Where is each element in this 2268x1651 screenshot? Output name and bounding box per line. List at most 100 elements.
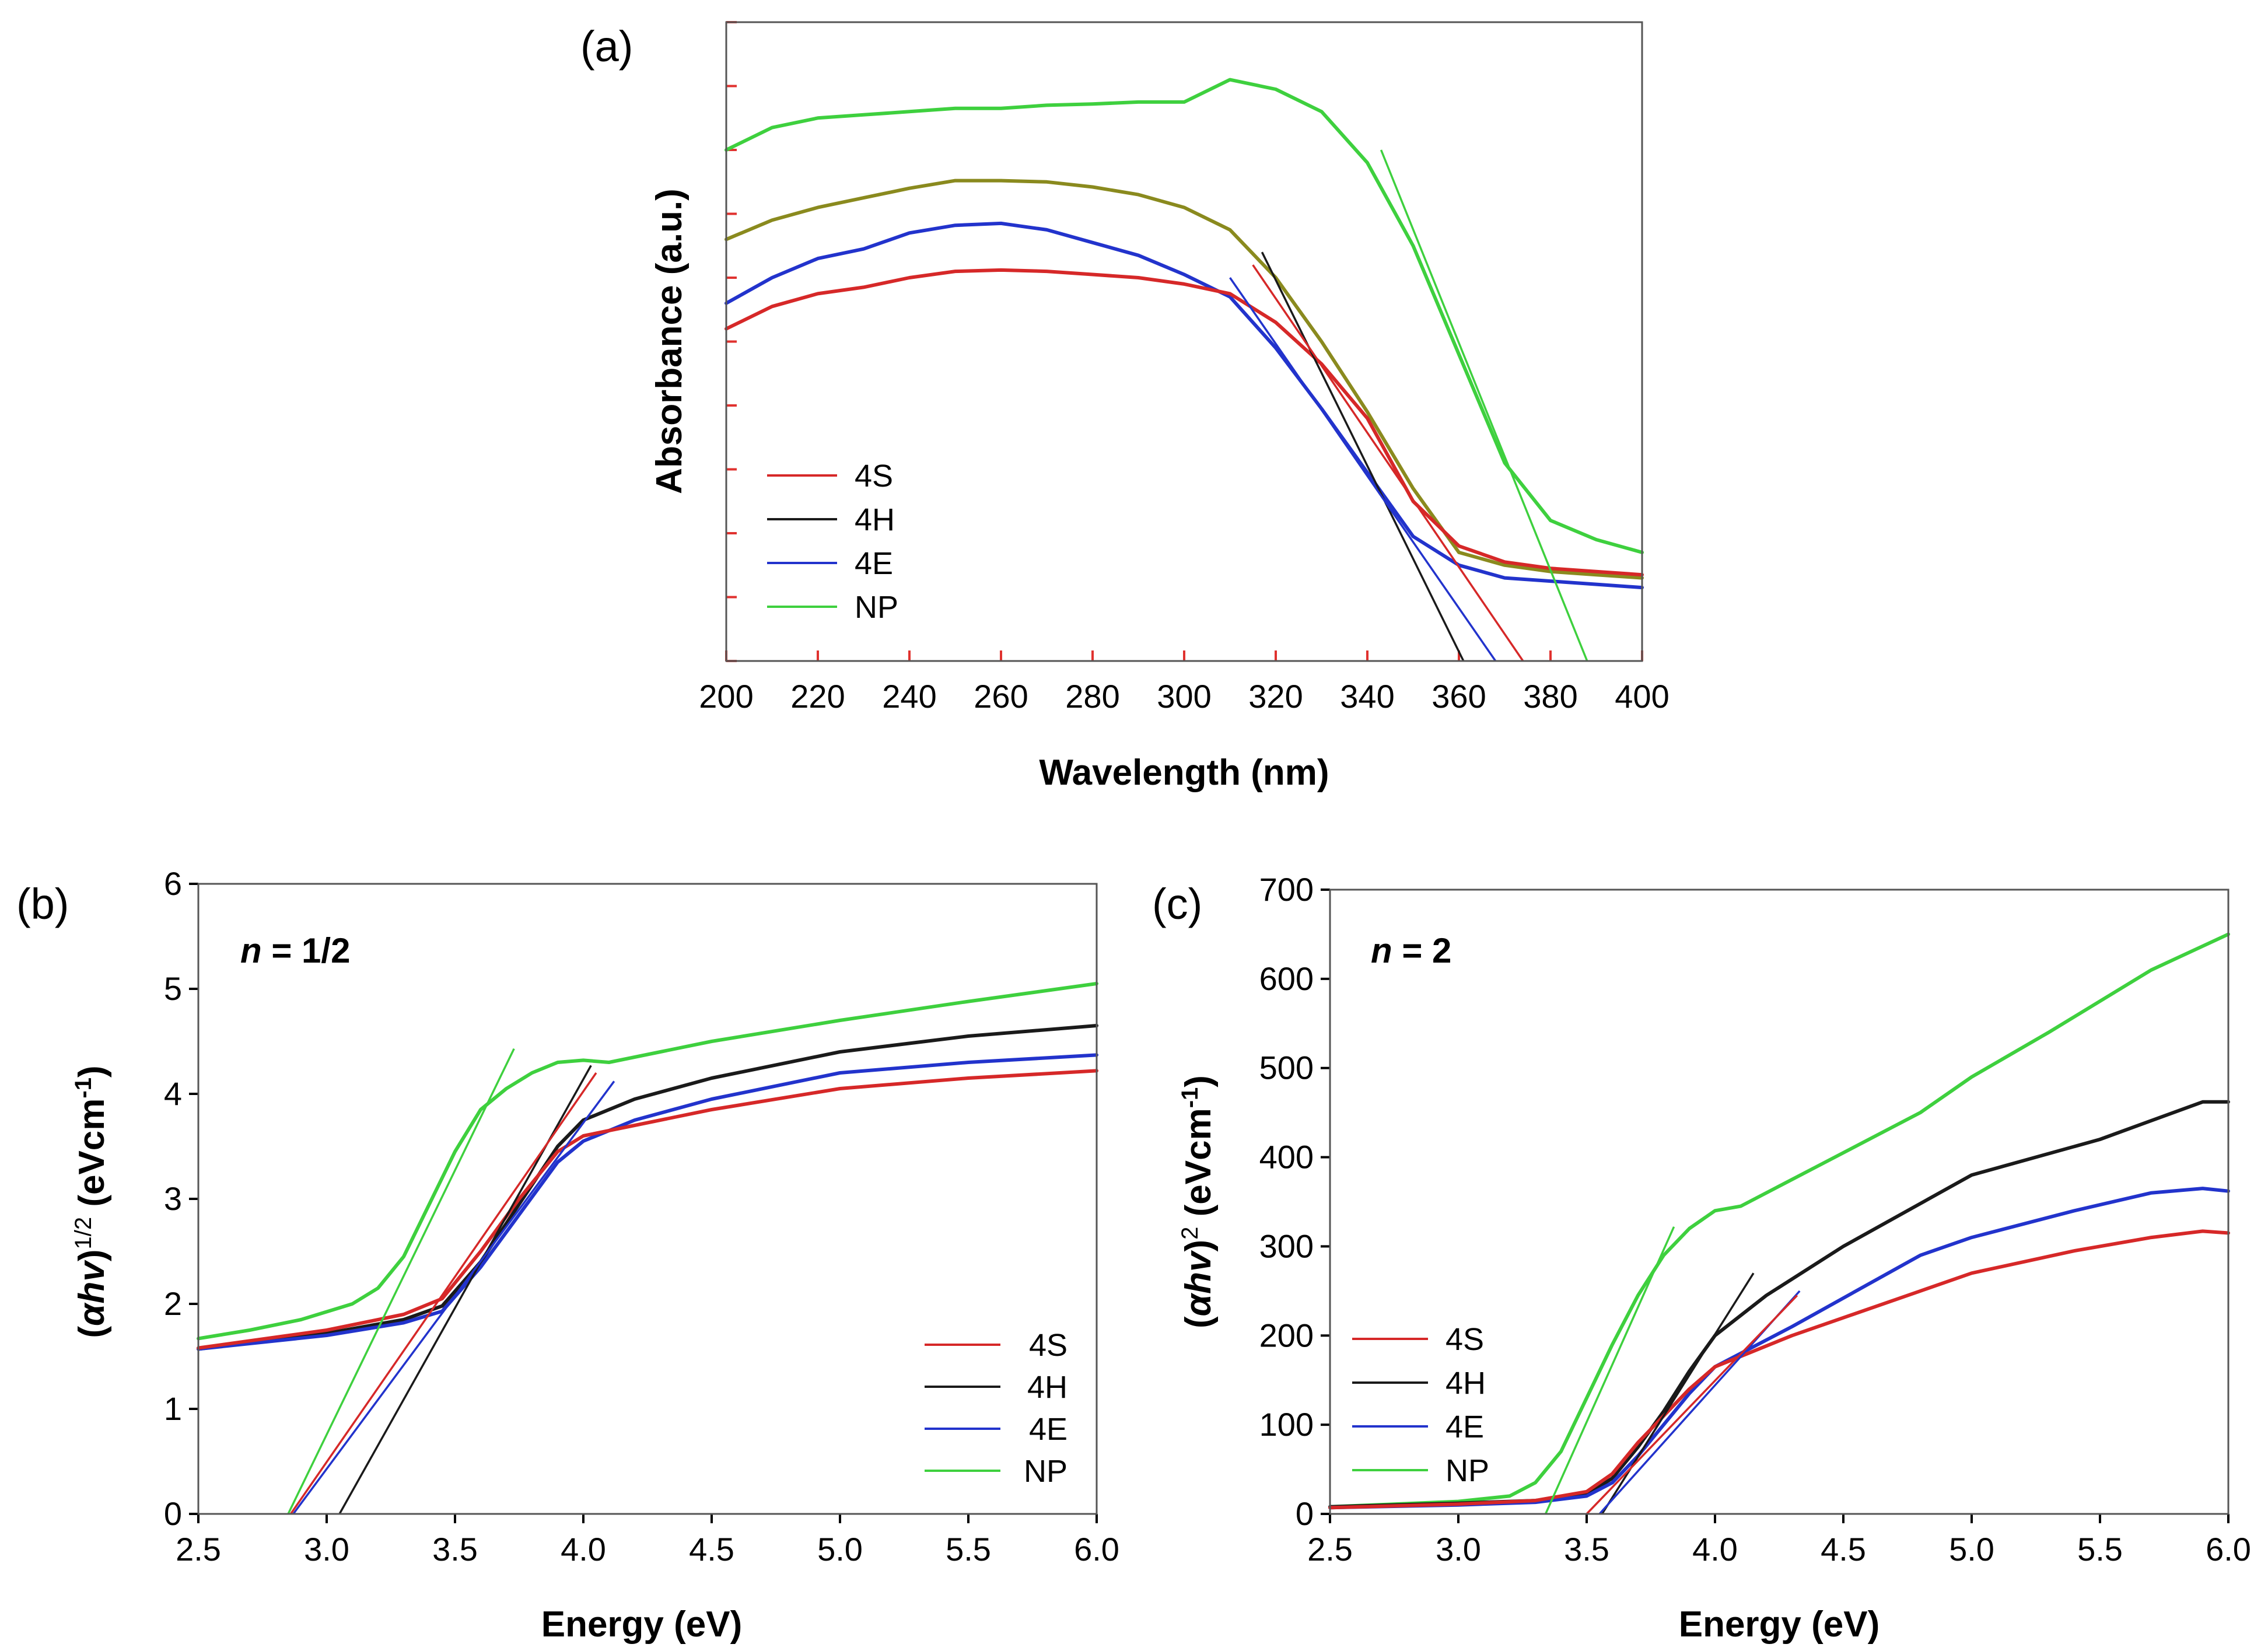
panel-c-n-symbol: n: [1371, 931, 1392, 970]
panel-a-series: [724, 78, 1644, 590]
y-tick-label: 600: [1259, 960, 1314, 997]
x-tick-label: 300: [1157, 678, 1211, 715]
panel-b-x-tick-labels: 2.5 3.0 3.5 4.0 4.5 5.0 5.5 6.0: [176, 1531, 1119, 1568]
x-tick-label: 3.5: [432, 1531, 478, 1568]
legend-label-4e: 4E: [855, 546, 893, 581]
panel-b-y-label-unit-close: ): [72, 1065, 112, 1078]
x-tick-label: 4.0: [561, 1531, 606, 1568]
x-tick-label: 4.5: [689, 1531, 734, 1568]
series-line-np: [197, 982, 1098, 1341]
x-tick-label: 2.5: [176, 1531, 221, 1568]
legend-label-4e: 4E: [1029, 1412, 1068, 1447]
fit-line-4h: [1261, 251, 1465, 662]
panel-c-y-label-symbol: αhv: [1178, 1250, 1219, 1316]
legend-label-4s: 4S: [1446, 1322, 1484, 1357]
y-tick-label: 3: [164, 1180, 182, 1217]
series-line-4e: [197, 1053, 1098, 1351]
panel-b-x-axis-label: Energy (eV): [541, 1604, 743, 1645]
panel-b-y-label-close: ): [72, 1250, 112, 1262]
y-tick-label: 400: [1259, 1139, 1314, 1176]
fit-line-4e: [1229, 277, 1497, 662]
y-tick-label: 4: [164, 1075, 182, 1112]
panel-a-x-axis-label: Wavelength (nm): [1039, 753, 1329, 793]
panel-b-ticks: [189, 883, 1098, 1523]
panel-b-y-label-unit: (eVcm: [72, 1099, 112, 1217]
panel-c-y-label-exponent: 2: [1177, 1227, 1203, 1240]
fit-line-4h: [1601, 1272, 1755, 1514]
x-tick-label: 220: [790, 678, 845, 715]
panel-b-plot-frame: [197, 883, 1098, 1515]
panel-c-y-label-unit-close: ): [1178, 1075, 1219, 1087]
y-tick-label: 5: [164, 970, 182, 1007]
panel-c-legend: 4S 4H 4E NP: [1352, 1322, 1489, 1488]
panel-b-legend: 4S 4H 4E NP: [925, 1328, 1068, 1489]
x-tick-label: 340: [1340, 678, 1394, 715]
series-line-4s: [1328, 1229, 2230, 1510]
panel-b-n-half-chart: (b) n = 1/2 2.5 3.0 3.5 4.0 4.5 5.0 5.5 6.0 0 1 2…: [16, 865, 1119, 1645]
x-tick-label: 200: [699, 678, 753, 715]
panel-b-n-value: = 1/2: [262, 931, 351, 970]
legend-label-np: NP: [1446, 1453, 1489, 1488]
panel-c-ticks: [1321, 889, 2230, 1523]
panel-b-y-axis-label: (αhv)1/2 (eVcm-1): [71, 1065, 112, 1338]
x-tick-label: 320: [1248, 678, 1303, 715]
fit-line-np: [287, 1048, 515, 1514]
panel-c-y-label-open: (: [1178, 1316, 1219, 1328]
fit-line-np: [1545, 1226, 1675, 1514]
series-line-4e: [724, 221, 1644, 590]
legend-label-4e: 4E: [1446, 1409, 1484, 1444]
y-tick-label: 1: [164, 1390, 182, 1427]
y-tick-label: 700: [1259, 871, 1314, 908]
legend-label-4h: 4H: [1027, 1370, 1068, 1405]
x-tick-label: 5.5: [946, 1531, 991, 1568]
fit-line-np: [1380, 149, 1588, 662]
panel-c-y-axis-label: (αhv)2 (eVcm-1): [1177, 1075, 1219, 1328]
legend-label-4s: 4S: [1029, 1328, 1068, 1363]
legend-label-4h: 4H: [855, 502, 895, 537]
fit-line-4s: [1586, 1295, 1798, 1515]
x-tick-label: 5.0: [1949, 1531, 1994, 1568]
y-tick-label: 100: [1259, 1406, 1314, 1443]
legend-label-np: NP: [1024, 1454, 1068, 1489]
y-tick-label: 6: [164, 865, 182, 902]
x-tick-label: 240: [882, 678, 936, 715]
y-tick-label: 500: [1259, 1050, 1314, 1086]
series-line-4s: [197, 1069, 1098, 1350]
panel-a-plot-frame: [725, 21, 1643, 662]
panel-b-y-label-symbol: αhv: [72, 1260, 112, 1326]
panel-c-plot-frame: [1329, 889, 2230, 1515]
series-line-4s: [724, 268, 1644, 577]
x-tick-label: 260: [974, 678, 1028, 715]
y-tick-label: 0: [164, 1495, 182, 1532]
x-tick-label: 380: [1523, 678, 1577, 715]
panel-a-x-tick-labels: 200 220 240 260 280 300 320 340 360 380 400: [699, 678, 1669, 715]
fit-line-4e: [292, 1080, 615, 1515]
y-tick-label: 2: [164, 1285, 182, 1322]
y-tick-label: 0: [1296, 1495, 1314, 1532]
x-tick-label: 4.5: [1821, 1531, 1866, 1568]
x-tick-label: 4.0: [1692, 1531, 1738, 1568]
x-tick-label: 280: [1065, 678, 1119, 715]
series-line-4h: [724, 179, 1644, 580]
panel-c-n-value: = 2: [1392, 931, 1452, 970]
x-tick-label: 2.5: [1307, 1531, 1353, 1568]
panel-b-n-symbol: n: [240, 931, 262, 970]
panel-c-y-label-unit-exponent: -1: [1177, 1087, 1203, 1108]
panel-b-fit-lines: [287, 1048, 615, 1515]
panel-c-x-axis-label: Energy (eV): [1679, 1604, 1880, 1645]
panel-c-label: (c): [1152, 880, 1202, 928]
panel-b-y-label-exponent: 1/2: [71, 1217, 96, 1250]
x-tick-label: 5.5: [2077, 1531, 2123, 1568]
legend-label-np: NP: [855, 590, 898, 625]
x-tick-label: 360: [1432, 678, 1486, 715]
panel-a-legend: 4S 4H 4E NP: [767, 459, 898, 625]
panel-b-y-tick-labels: 0 1 2 3 4 5 6: [164, 865, 182, 1532]
panel-b-y-label-unit-exponent: -1: [71, 1078, 96, 1099]
y-tick-label: 300: [1259, 1227, 1314, 1264]
panel-c-fit-lines: [1545, 1226, 1801, 1515]
x-tick-label: 3.0: [1436, 1531, 1481, 1568]
panel-c-y-label-unit: (eVcm: [1178, 1108, 1219, 1226]
fit-line-4s: [289, 1072, 597, 1514]
panel-a-y-axis-label: Absorbance (a.u.): [649, 188, 690, 494]
